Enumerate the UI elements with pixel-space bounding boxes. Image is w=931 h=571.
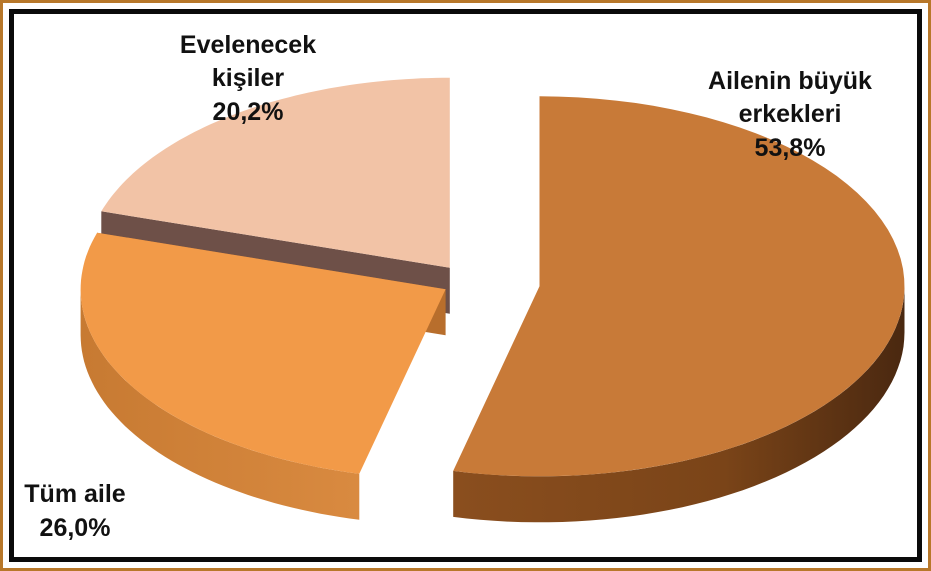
slice-label-line: kişiler	[212, 64, 285, 92]
slice-label-line: erkekleri	[739, 100, 842, 128]
slice-label-line: Ailenin büyük	[708, 67, 872, 95]
slice-label-line: Tüm aile	[24, 480, 126, 508]
slice-value-label: 26,0%	[40, 514, 111, 542]
slice-label-group-1: Tüm aile 26,0%	[24, 480, 126, 542]
slice-label-line: Evelenecek	[180, 31, 316, 59]
slice-value-label: 53,8%	[755, 134, 826, 162]
slice-value-label: 20,2%	[213, 98, 284, 126]
